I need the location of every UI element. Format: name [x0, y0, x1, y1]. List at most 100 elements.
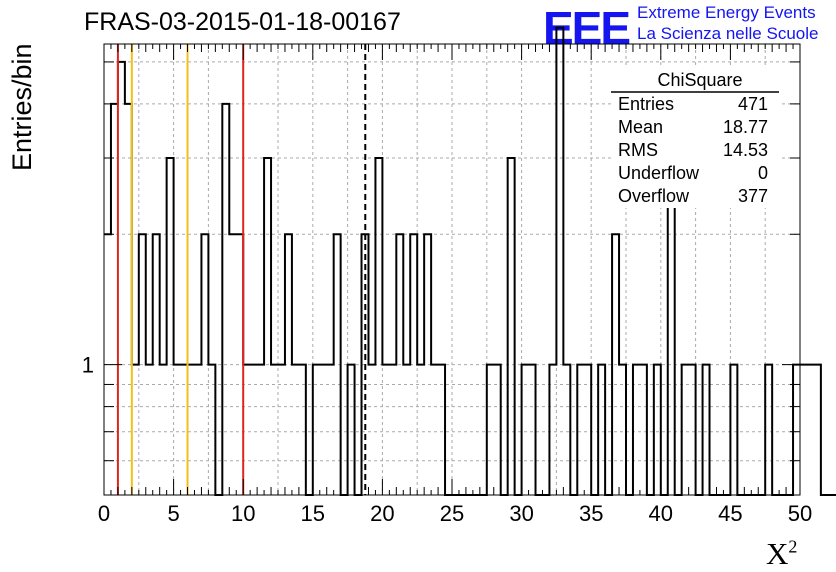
- chart-title: FRAS-03-2015-01-18-00167: [84, 8, 401, 36]
- histogram-bin: [619, 365, 626, 495]
- histogram-bin: [556, 28, 563, 495]
- histogram-bin: [222, 104, 229, 495]
- stats-row-label: Overflow: [618, 186, 690, 206]
- histogram-bin: [396, 234, 403, 495]
- stats-row-value: 471: [738, 94, 768, 114]
- histogram-bin: [334, 234, 341, 495]
- histogram-bin: [111, 104, 118, 495]
- x-tick-label: 30: [509, 501, 533, 526]
- histogram-bin: [682, 365, 689, 495]
- x-tick-label: 5: [167, 501, 179, 526]
- histogram-bin: [194, 365, 201, 495]
- stats-row-label: Entries: [618, 94, 674, 114]
- histogram-bin: [522, 365, 529, 495]
- histogram-bin: [250, 365, 257, 495]
- histogram-bin: [313, 365, 320, 495]
- histogram-bin: [612, 234, 619, 495]
- histogram-bin: [167, 158, 174, 495]
- histogram-bin: [563, 365, 570, 495]
- histogram-bin: [382, 365, 389, 495]
- histogram-bin: [654, 365, 661, 495]
- x-axis-label: X2: [766, 536, 797, 572]
- histogram-bin: [201, 234, 208, 495]
- stats-row-value: 18.77: [723, 117, 768, 137]
- grid-layer: [104, 44, 800, 495]
- stats-box-name: ChiSquare: [657, 70, 742, 90]
- x-tick-label: 25: [440, 501, 464, 526]
- histogram-bin: [257, 365, 264, 495]
- histogram-bin: [243, 365, 250, 495]
- stats-row-label: Mean: [618, 117, 663, 137]
- histogram-bin: [529, 365, 536, 495]
- histogram-bin: [424, 234, 431, 495]
- histogram-bin: [229, 234, 236, 495]
- axis-layer: 0 5 10 15 20 25 30 35 40 45 50 1: [82, 43, 812, 526]
- stats-row-value: 14.53: [723, 140, 768, 160]
- histogram-bin: [292, 365, 299, 495]
- histogram-bin: [494, 365, 501, 495]
- histogram-bin: [118, 62, 125, 495]
- histogram-bin: [730, 365, 737, 495]
- histogram-bin: [271, 365, 278, 495]
- histogram-bin: [278, 365, 285, 495]
- histogram-bin: [368, 365, 375, 495]
- stats-box: ChiSquare Entries 471 Mean 18.77 RMS 14.53 Unde…: [611, 68, 779, 208]
- histogram-bin: [689, 365, 696, 495]
- histogram-bin: [640, 365, 647, 495]
- histogram-bin: [181, 365, 188, 495]
- y-tick-label: 1: [82, 353, 94, 378]
- stats-row-label: RMS: [618, 140, 658, 160]
- stats-row-value: 377: [738, 186, 768, 206]
- histogram-bin: [431, 365, 438, 495]
- histogram-bin: [549, 365, 556, 495]
- histogram-bin: [814, 365, 821, 495]
- histogram-bin: [765, 365, 772, 495]
- histogram-bin: [403, 365, 410, 495]
- histogram-bin: [188, 365, 195, 495]
- histogram-bin: [264, 158, 271, 495]
- histogram-bin: [703, 365, 710, 495]
- histogram-bin: [299, 365, 306, 495]
- x-axis-label-base: X: [766, 536, 789, 571]
- histogram-bin: [584, 365, 591, 495]
- x-tick-label: 10: [231, 501, 255, 526]
- histogram-bin: [438, 365, 445, 495]
- histogram-bin: [800, 365, 807, 495]
- histogram-bin: [633, 365, 640, 495]
- stats-row-label: Underflow: [618, 163, 700, 183]
- logo-subtitle-line1: Extreme Energy Events: [637, 3, 816, 22]
- histogram-bin: [236, 234, 243, 495]
- stats-row-value: 0: [758, 163, 768, 183]
- histogram-bin: [598, 365, 605, 495]
- histogram-bin: [327, 365, 334, 495]
- histogram-bin: [508, 158, 515, 495]
- histogram-bin: [577, 365, 584, 495]
- x-tick-label: 40: [649, 501, 673, 526]
- x-tick-label: 35: [579, 501, 603, 526]
- x-tick-label: 0: [98, 501, 110, 526]
- histogram-bin: [487, 365, 494, 495]
- histogram-bin: [160, 365, 167, 495]
- histogram-bin: [132, 365, 139, 495]
- histogram-bin: [417, 365, 424, 495]
- histogram-bin: [375, 158, 382, 495]
- histogram-bin: [807, 365, 814, 495]
- histogram-bin: [153, 234, 160, 495]
- histogram-bin: [348, 365, 355, 495]
- x-tick-label: 50: [788, 501, 812, 526]
- histogram-bin: [125, 104, 132, 495]
- histogram-bin: [208, 365, 215, 495]
- histogram-bin: [410, 234, 417, 495]
- histogram-bin: [146, 365, 153, 495]
- x-axis-label-exponent: 2: [788, 536, 798, 557]
- x-tick-label: 45: [718, 501, 742, 526]
- histogram-bin: [389, 365, 396, 495]
- logo-subtitle-line2: La Scienza nelle Scuole: [637, 24, 819, 43]
- vertical-marker-layer: [116, 44, 367, 495]
- histogram-bin: [285, 234, 292, 495]
- histogram-bin: [668, 158, 675, 495]
- histogram-bin: [174, 365, 181, 495]
- x-tick-label: 15: [301, 501, 325, 526]
- histogram-bin: [139, 234, 146, 495]
